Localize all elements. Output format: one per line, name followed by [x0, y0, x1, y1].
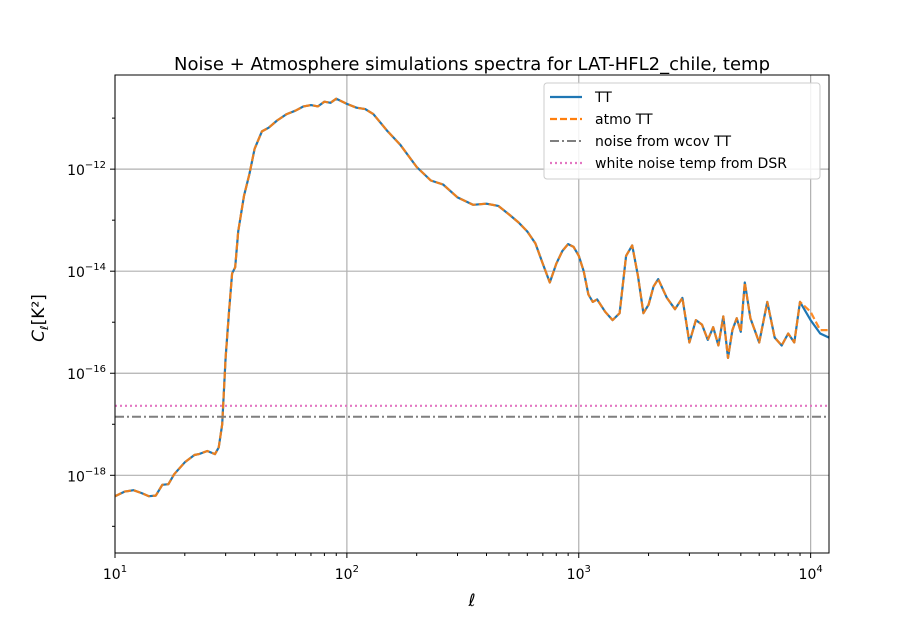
x-tick-exponent: 4 — [816, 564, 822, 575]
x-tick-label: 103 — [567, 564, 591, 583]
legend-label-1: TT — [594, 90, 612, 106]
y-tick-label: 10−16 — [67, 364, 106, 383]
x-tick-base: 10 — [567, 567, 585, 583]
y-tick-exponent: −18 — [85, 466, 106, 477]
legend-box — [543, 82, 821, 180]
x-tick-label: 101 — [103, 564, 127, 583]
y-tick-exponent: −14 — [85, 262, 106, 273]
y-tick-base: 10 — [67, 163, 85, 179]
y-tick-base: 10 — [67, 469, 85, 485]
y-tick-exponent: −16 — [85, 364, 106, 375]
y-axis-label-sub: ℓ — [38, 325, 51, 331]
legend: TT atmo TT noise from wcov TT white noise t… — [543, 82, 821, 180]
y-tick-label: 10−18 — [67, 466, 106, 485]
x-tick-label: 104 — [799, 564, 823, 583]
chart-title: Noise + Atmosphere simulations spectra f… — [174, 54, 770, 75]
series-line-2 — [115, 97, 829, 498]
x-tick-base: 10 — [799, 567, 817, 583]
y-tick-exponent: −12 — [85, 160, 106, 171]
x-tick-exponent: 1 — [121, 564, 127, 575]
y-tick-base: 10 — [67, 367, 85, 383]
x-tick-label: 102 — [335, 564, 359, 583]
series-group — [115, 97, 829, 498]
x-tick-exponent: 2 — [353, 564, 359, 575]
y-axis-label-main: C — [29, 330, 49, 342]
y-tick-label: 10−14 — [67, 262, 106, 281]
legend-label-4: white noise temp from DSR — [595, 156, 787, 172]
y-axis-label: Cℓ[K²] — [29, 294, 51, 342]
legend-label-2: atmo TT — [595, 112, 653, 128]
plot-frame — [114, 74, 830, 554]
legend-label-3: noise from wcov TT — [595, 134, 731, 150]
y-axis-label-unit: [K²] — [29, 294, 49, 325]
y-tick-base: 10 — [67, 265, 85, 281]
x-axis-label: ℓ — [467, 591, 475, 611]
x-tick-exponent: 3 — [584, 564, 590, 575]
y-tick-label: 10−12 — [67, 160, 106, 179]
x-tick-base: 10 — [335, 567, 353, 583]
x-tick-base: 10 — [103, 567, 121, 583]
